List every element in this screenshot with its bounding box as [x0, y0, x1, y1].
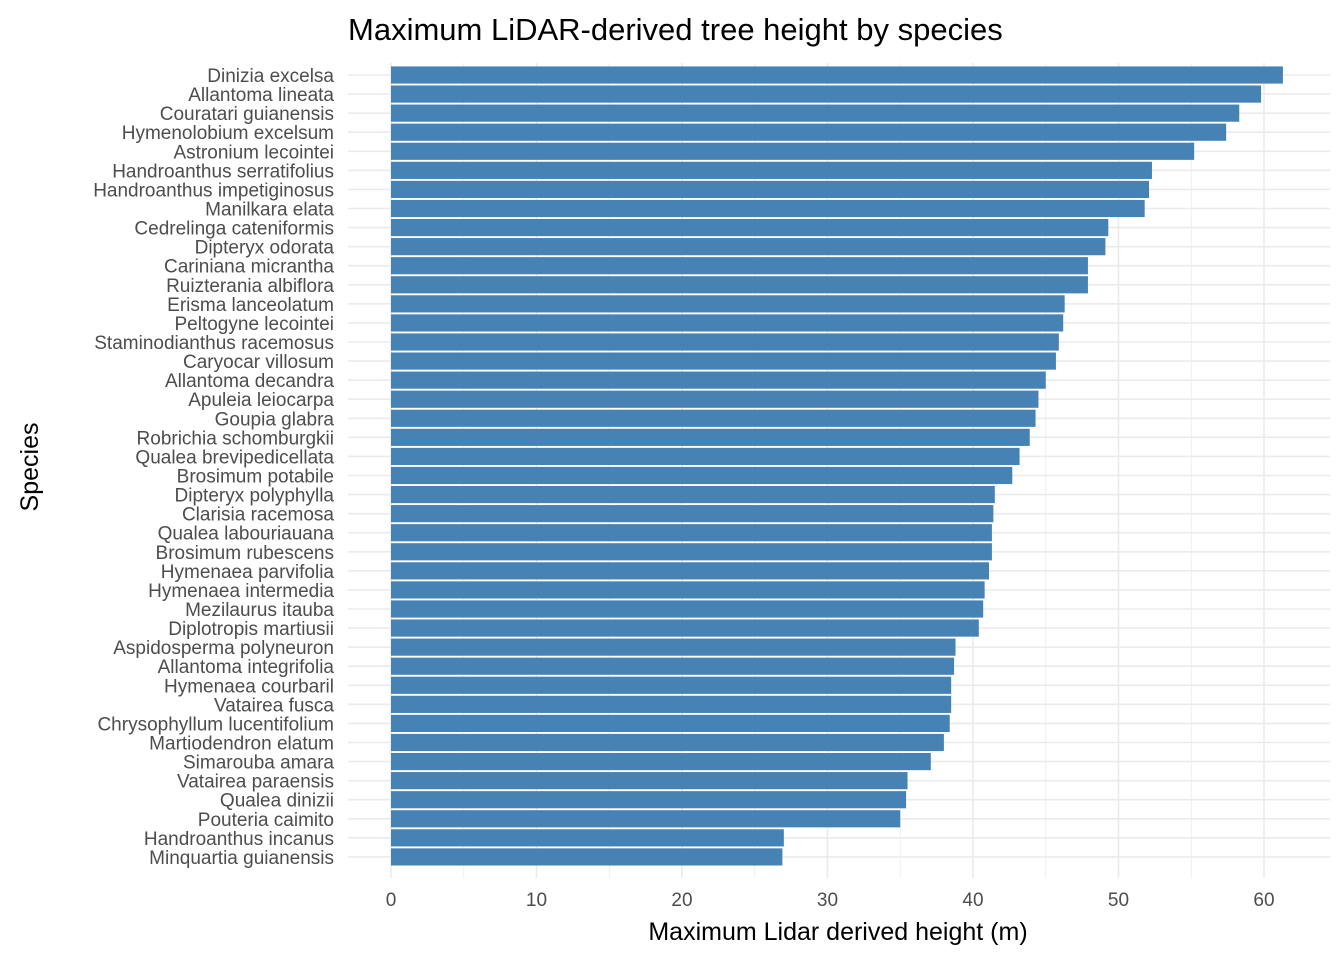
bar	[391, 810, 901, 828]
bar	[391, 676, 952, 694]
x-tick-label: 50	[1108, 890, 1129, 911]
bar	[391, 772, 908, 790]
bar	[391, 524, 992, 542]
x-tick-label: 60	[1253, 890, 1274, 911]
y-tick-label: Couratari guianensis	[160, 104, 334, 125]
y-tick-label: Clarisia racemosa	[182, 505, 334, 526]
y-tick-label: Robrichia schomburgkii	[137, 428, 334, 449]
x-tick-labels: 0 10 20 30 40 50 60	[386, 890, 1275, 911]
x-axis-title: Maximum Lidar derived height (m)	[648, 918, 1027, 946]
bar	[391, 600, 984, 618]
bar	[391, 218, 1109, 237]
bar	[391, 123, 1227, 141]
y-tick-label: Chrysophyllum lucentifolium	[97, 714, 334, 735]
bar	[391, 85, 1262, 103]
bar	[391, 180, 1150, 199]
y-tick-label: Staminodianthus racemosus	[94, 333, 334, 354]
bar	[391, 238, 1106, 256]
bar	[391, 104, 1240, 122]
y-tick-label: Hymenolobium excelsum	[122, 123, 334, 144]
y-tick-label: Martiodendron elatum	[149, 734, 334, 755]
bar	[391, 333, 1059, 351]
bar	[391, 142, 1195, 160]
bar	[391, 695, 952, 713]
bar	[391, 447, 1020, 466]
y-axis-title: Species	[16, 423, 44, 512]
y-tick-label: Vatairea fusca	[214, 695, 334, 716]
x-tick-label: 10	[526, 890, 547, 911]
x-tick-label: 40	[962, 890, 983, 911]
y-tick-label: Dipteryx odorata	[195, 238, 335, 259]
y-tick-label: Brosimum rubescens	[156, 543, 334, 564]
bar	[391, 848, 783, 866]
x-tick-label: 0	[386, 890, 397, 911]
bar	[391, 199, 1145, 218]
bar	[391, 619, 979, 637]
y-tick-label: Manilkara elata	[205, 200, 334, 221]
bar	[391, 638, 956, 656]
y-tick-label: Allantoma decandra	[165, 371, 334, 392]
bar	[391, 752, 931, 771]
bar	[391, 543, 992, 561]
y-tick-label: Peltogyne lecointei	[175, 314, 335, 335]
y-tick-label: Hymenaea courbaril	[164, 676, 334, 697]
x-tick-label: 20	[671, 890, 692, 911]
y-tick-label: Vatairea paraensis	[177, 772, 334, 793]
y-tick-label: Pouteria caimito	[198, 810, 334, 831]
bar	[391, 295, 1065, 313]
y-tick-label: Astronium lecointei	[173, 142, 334, 163]
bar	[391, 66, 1283, 84]
bars	[391, 66, 1283, 866]
chart-title: Maximum LiDAR-derived tree height by spe…	[348, 12, 1003, 47]
bar	[391, 371, 1046, 389]
y-tick-label: Qualea brevipedicellata	[135, 447, 334, 468]
y-tick-label: Erisma lanceolatum	[167, 295, 334, 316]
y-tick-label: Cedrelinga cateniformis	[134, 219, 334, 240]
y-tick-label: Mezilaurus itauba	[185, 600, 334, 621]
bar	[391, 733, 944, 752]
y-tick-label: Minquartia guianensis	[149, 848, 334, 869]
y-tick-label: Brosimum potabile	[177, 467, 334, 488]
y-tick-label: Allantoma integrifolia	[158, 657, 335, 678]
y-tick-label: Handroanthus impetiginosus	[93, 180, 334, 201]
y-tick-label: Caryocar villosum	[183, 352, 334, 373]
y-tick-label: Ruizterania albiflora	[166, 276, 334, 297]
bar	[391, 390, 1039, 408]
bar	[391, 791, 907, 809]
bar	[391, 657, 955, 675]
y-tick-label: Allantoma lineata	[188, 85, 334, 106]
y-tick-label: Aspidosperma polyneuron	[113, 638, 334, 659]
bar	[391, 428, 1030, 446]
y-tick-label: Goupia glabra	[215, 409, 335, 430]
bar	[391, 276, 1088, 294]
bar	[391, 581, 985, 599]
y-tick-label: Cariniana micrantha	[164, 257, 334, 278]
y-tick-label: Qualea dinizii	[220, 791, 334, 812]
y-tick-label: Handroanthus incanus	[144, 829, 334, 850]
bar	[391, 352, 1056, 370]
x-tick-label: 30	[817, 890, 838, 911]
bar	[391, 562, 990, 580]
y-tick-label: Hymenaea intermedia	[148, 581, 334, 602]
bar	[391, 714, 950, 733]
bar	[391, 466, 1013, 485]
y-tick-label: Handroanthus serratifolius	[112, 161, 334, 182]
y-tick-label: Qualea labouriauana	[158, 524, 335, 545]
bar	[391, 257, 1088, 275]
bar	[391, 829, 784, 847]
bar	[391, 505, 994, 523]
bar	[391, 161, 1152, 179]
y-tick-label: Diplotropis martiusii	[168, 619, 334, 640]
bar	[391, 314, 1064, 332]
bar	[391, 409, 1036, 427]
y-tick-label: Dinizia excelsa	[207, 66, 334, 87]
y-tick-label: Simarouba amara	[183, 753, 334, 774]
y-tick-label: Dipteryx polyphylla	[175, 486, 335, 507]
y-tick-label: Apuleia leiocarpa	[188, 390, 334, 411]
y-tick-label: Hymenaea parvifolia	[161, 562, 335, 583]
bar	[391, 485, 995, 504]
